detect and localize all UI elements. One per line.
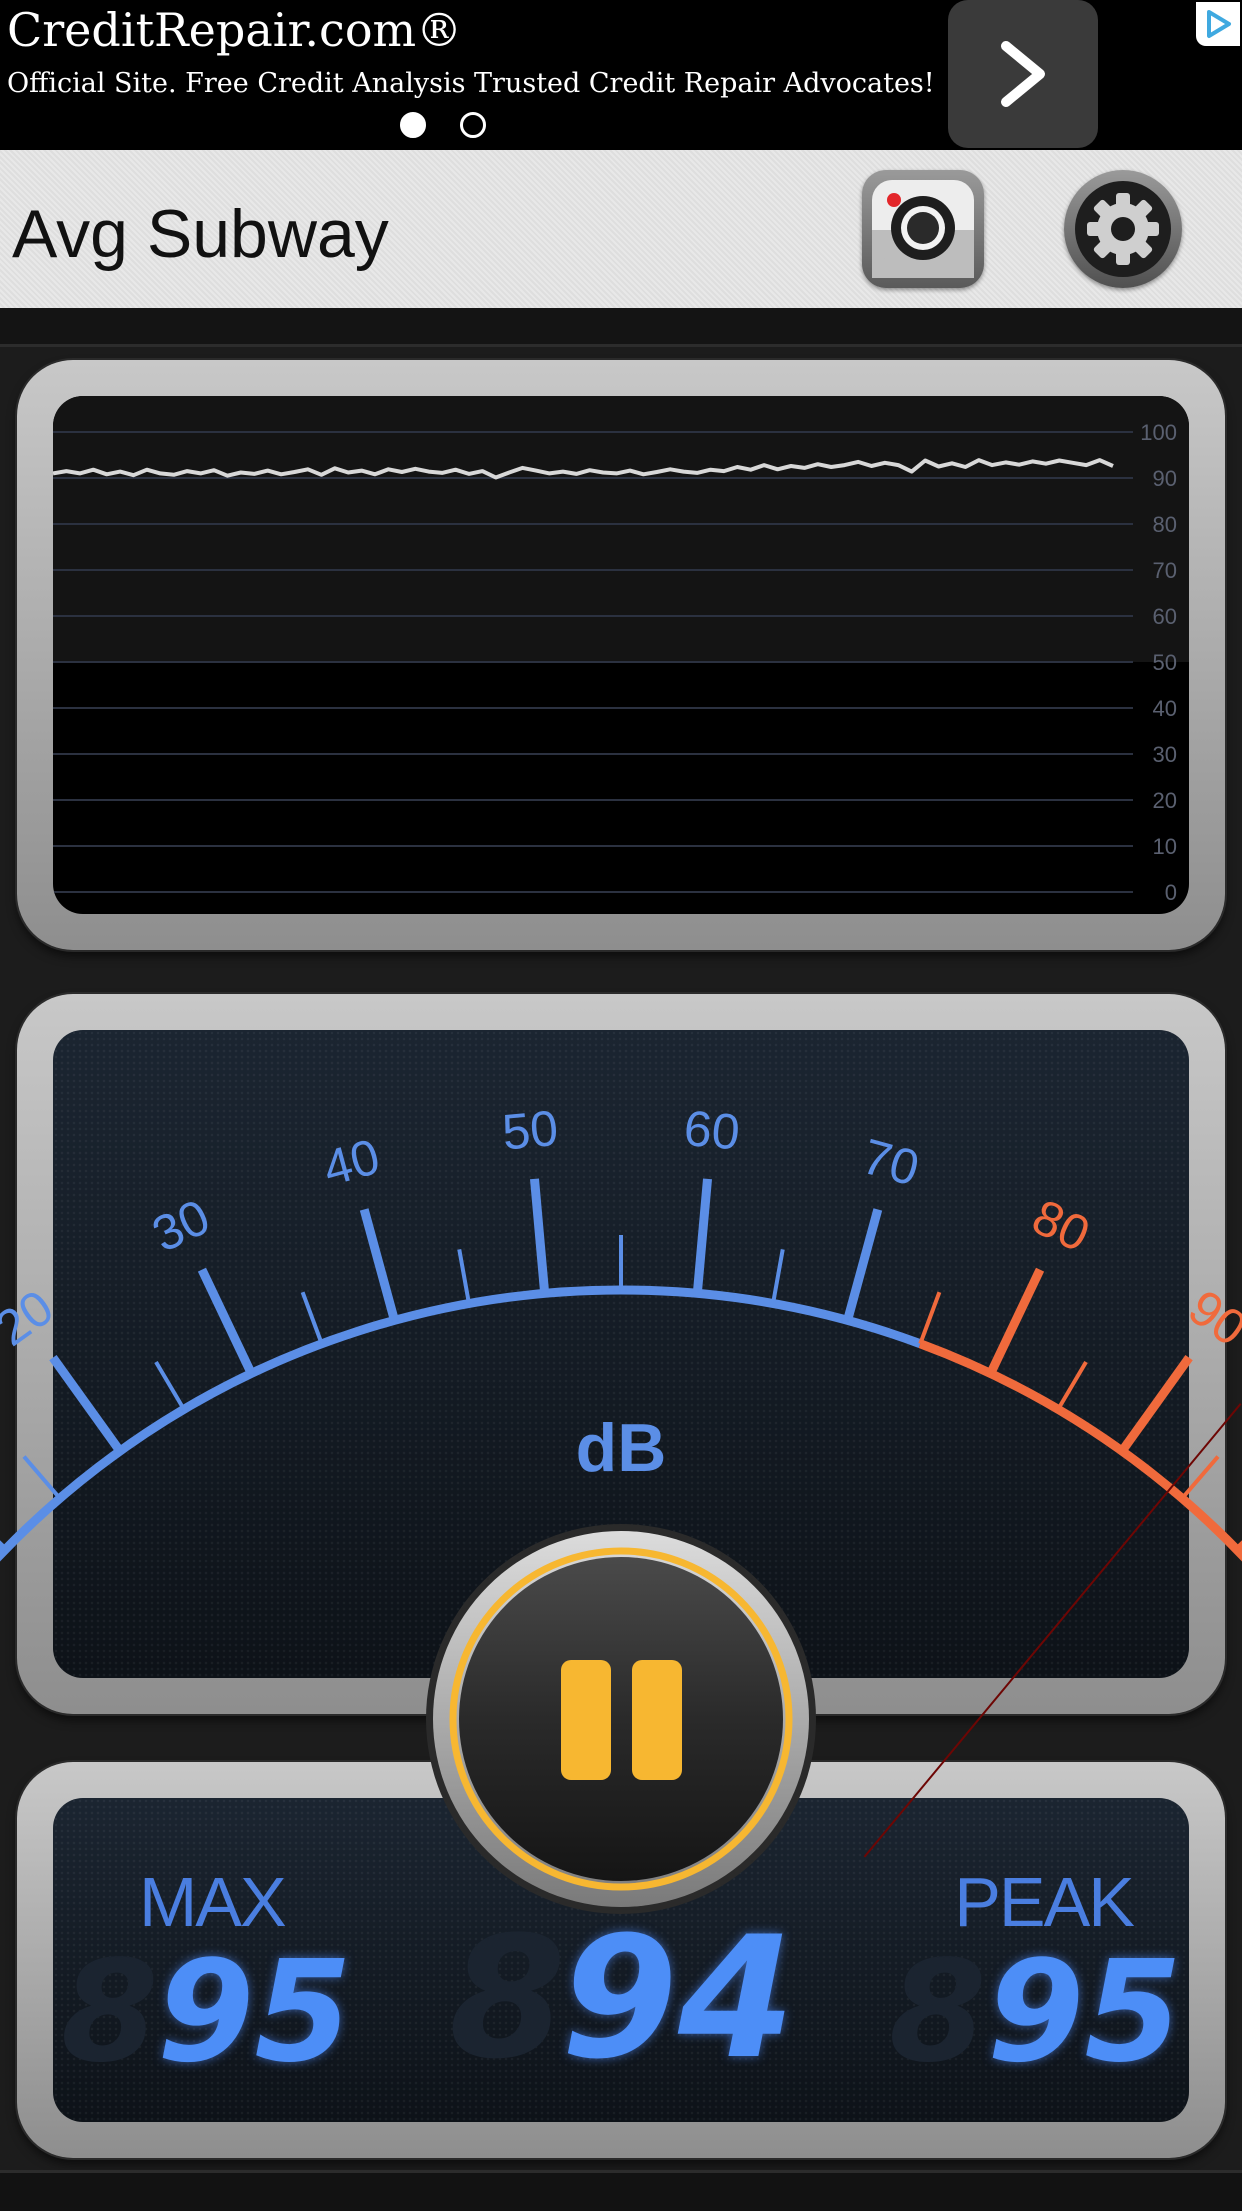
gauge-scale-label: 90 — [1179, 1279, 1242, 1357]
gauge-tick — [1056, 1360, 1088, 1411]
pause-icon — [426, 1524, 816, 1914]
max-value: 95 — [157, 1931, 352, 2094]
header-bar: Avg Subway — [0, 150, 1242, 308]
gauge-tick — [1234, 1540, 1242, 1554]
history-graph: 100 90 80 70 60 50 40 30 20 10 0 — [53, 396, 1189, 914]
ad-next-button[interactable] — [948, 0, 1098, 148]
gauge-tick — [197, 1267, 256, 1376]
bottom-bar — [0, 2170, 1242, 2211]
camera-icon — [872, 180, 974, 278]
peak-ghost-digit: 8 — [889, 1931, 987, 2094]
max-label: MAX — [139, 1863, 287, 1941]
camera-button[interactable] — [862, 170, 984, 288]
graph-tick-label: 100 — [1140, 420, 1177, 445]
ad-banner[interactable]: CreditRepair.com® Official Site. Free Cr… — [0, 0, 1242, 150]
gauge-needle — [863, 1403, 1242, 1858]
gauge-tick — [986, 1267, 1045, 1376]
ad-description[interactable]: Official Site. Free Credit Analysis Trus… — [7, 68, 935, 99]
peak-label: PEAK — [954, 1863, 1135, 1941]
graph-tick-label: 50 — [1153, 650, 1177, 675]
divider — [0, 308, 1242, 347]
gauge-tick — [1180, 1455, 1220, 1500]
gauge-unit-label: dB — [576, 1410, 667, 1486]
current-ghost-digit: 8 — [449, 1900, 566, 2096]
gauge-scale-label: 50 — [500, 1100, 560, 1161]
gauge-tick — [154, 1360, 186, 1411]
graph-tick-label: 90 — [1153, 466, 1177, 491]
gauge-tick — [300, 1291, 324, 1345]
gauge-arc-loud — [918, 1339, 1242, 1562]
gauge-tick — [457, 1249, 471, 1304]
gauge-tick — [0, 1540, 8, 1554]
gauge-scale-label: 60 — [682, 1100, 742, 1161]
graph-tick-label: 80 — [1153, 512, 1177, 537]
gauge-tick — [22, 1455, 62, 1500]
graph-tick-label: 0 — [1165, 880, 1177, 905]
graph-tick-label: 70 — [1153, 558, 1177, 583]
gauge-scale-label: 80 — [1024, 1188, 1098, 1262]
graph-tick-label: 10 — [1153, 834, 1177, 859]
current-value: 94 — [561, 1900, 795, 2096]
gauge-tick — [1118, 1354, 1193, 1454]
gauge-arc-normal — [0, 1285, 922, 1562]
chevron-right-icon — [1001, 41, 1045, 107]
decibel-gauge: 0102030405060708090100110dB — [0, 1100, 1242, 1858]
gauge-scale-label: 20 — [0, 1279, 63, 1357]
graph-tick-label: 20 — [1153, 788, 1177, 813]
gauge-tick — [529, 1178, 550, 1294]
ad-page-dot-2[interactable] — [460, 112, 486, 138]
history-graph-panel: 100 90 80 70 60 50 40 30 20 10 0 — [17, 360, 1225, 950]
gauge-tick — [771, 1249, 785, 1304]
gauge-tick — [692, 1178, 713, 1294]
gauge-tick — [359, 1208, 399, 1322]
gauge-tick — [918, 1291, 942, 1345]
max-ghost-digit: 8 — [61, 1931, 159, 2094]
ad-title[interactable]: CreditRepair.com® — [7, 3, 463, 57]
gauge-scale-label: 30 — [144, 1188, 218, 1262]
pause-button[interactable] — [424, 1522, 818, 1916]
graph-tick-label: 60 — [1153, 604, 1177, 629]
gauge-scale-label: 40 — [317, 1128, 385, 1197]
page-title[interactable]: Avg Subway — [12, 196, 389, 272]
settings-button[interactable] — [1064, 170, 1182, 288]
gauge-tick — [843, 1208, 883, 1322]
graph-level-line — [53, 458, 1114, 480]
peak-value: 95 — [987, 1931, 1182, 2094]
gauge-scale-label: 70 — [856, 1128, 924, 1197]
ad-page-dot-1[interactable] — [400, 112, 426, 138]
graph-tick-label: 40 — [1153, 696, 1177, 721]
ad-choices-icon[interactable] — [1196, 2, 1240, 46]
gear-icon — [1075, 181, 1171, 277]
graph-tick-label: 30 — [1153, 742, 1177, 767]
gauge-tick — [49, 1354, 124, 1454]
